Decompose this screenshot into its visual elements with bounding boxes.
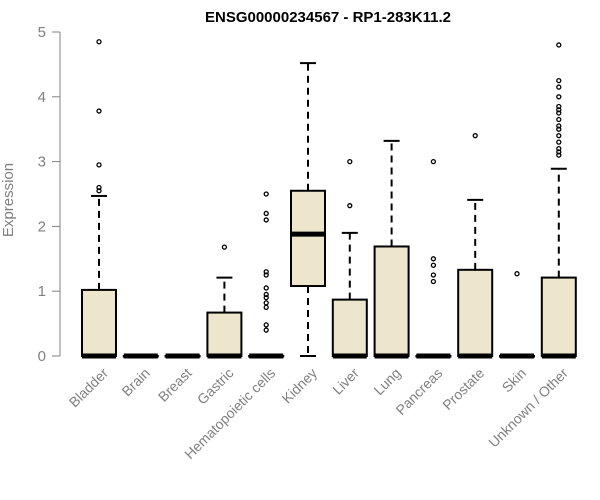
outlier-point bbox=[430, 262, 437, 268]
outlier-point bbox=[556, 145, 562, 152]
outlier-point bbox=[556, 110, 562, 116]
outlier-point bbox=[263, 295, 269, 301]
y-tick-label: 2 bbox=[38, 218, 46, 235]
y-axis: 0 1 2 3 4 5 bbox=[38, 24, 61, 365]
box-rect bbox=[206, 311, 243, 358]
box-2 bbox=[164, 353, 201, 359]
box-9 bbox=[457, 133, 494, 359]
y-tick-label: 4 bbox=[38, 89, 46, 106]
outlier-point bbox=[514, 271, 520, 277]
outlier-point bbox=[556, 126, 562, 132]
outlier-point bbox=[96, 188, 102, 194]
outlier-point bbox=[556, 116, 562, 123]
outlier-point bbox=[556, 84, 562, 90]
box-rect bbox=[540, 276, 577, 358]
box-rect bbox=[81, 288, 117, 357]
outlier-point bbox=[96, 162, 102, 168]
box-rect bbox=[457, 268, 494, 358]
x-tick-label: Prostate bbox=[439, 365, 487, 413]
box-1 bbox=[122, 353, 159, 359]
box-4 bbox=[248, 191, 285, 359]
outlier-point bbox=[263, 272, 269, 278]
box-10 bbox=[499, 271, 535, 359]
outlier-point bbox=[96, 108, 102, 114]
x-tick-label: Unknown / Other bbox=[485, 365, 571, 451]
x-tick-label: Bladder bbox=[66, 365, 112, 411]
outlier-point bbox=[556, 94, 562, 100]
outlier-point bbox=[556, 123, 562, 129]
outlier-point bbox=[556, 107, 562, 113]
outlier-point bbox=[263, 291, 269, 298]
box-rect bbox=[331, 298, 368, 357]
outlier-point bbox=[347, 203, 353, 209]
y-axis-label: Expression bbox=[0, 163, 17, 237]
boxes-layer bbox=[81, 39, 577, 359]
x-tick-label: Skin bbox=[499, 365, 530, 396]
y-tick-label: 3 bbox=[38, 154, 46, 171]
outlier-point bbox=[263, 327, 269, 333]
y-tick-label: 5 bbox=[38, 24, 46, 41]
box-0 bbox=[81, 39, 117, 359]
outlier-point bbox=[221, 244, 228, 250]
outlier-point bbox=[556, 152, 562, 158]
outlier-point bbox=[263, 269, 269, 275]
outlier-point bbox=[263, 304, 269, 311]
y-tick-label: 0 bbox=[38, 348, 46, 365]
box-7 bbox=[373, 139, 410, 359]
x-tick-label: Lung bbox=[370, 365, 403, 398]
box-11 bbox=[540, 42, 577, 359]
outlier-point bbox=[472, 133, 478, 139]
box-6 bbox=[331, 158, 368, 359]
outlier-point bbox=[263, 217, 269, 223]
y-tick-label: 1 bbox=[38, 283, 46, 300]
outlier-point bbox=[347, 158, 353, 165]
box-8 bbox=[415, 158, 452, 359]
outlier-point bbox=[96, 184, 102, 191]
outlier-point bbox=[430, 272, 437, 278]
outlier-point bbox=[556, 77, 562, 84]
outlier-point bbox=[556, 149, 562, 155]
chart-title: ENSG00000234567 - RP1-283K11.2 bbox=[205, 9, 451, 26]
x-tick-label: Breast bbox=[155, 365, 195, 405]
outlier-point bbox=[430, 158, 437, 165]
outlier-point bbox=[556, 42, 562, 48]
box-5 bbox=[290, 62, 326, 357]
outlier-point bbox=[263, 300, 269, 306]
outlier-point bbox=[263, 191, 269, 197]
outlier-point bbox=[96, 39, 102, 45]
outlier-point bbox=[263, 285, 269, 291]
outlier-point bbox=[263, 210, 269, 217]
x-tick-label: Kidney bbox=[279, 365, 321, 407]
outlier-point bbox=[430, 256, 437, 262]
box-rect bbox=[290, 189, 326, 288]
outlier-point bbox=[263, 322, 269, 328]
x-tick-label: Liver bbox=[329, 365, 362, 398]
outlier-point bbox=[556, 103, 562, 110]
box-3 bbox=[206, 244, 243, 359]
outlier-point bbox=[556, 133, 562, 139]
outlier-point bbox=[430, 278, 437, 285]
x-tick-label: Brain bbox=[118, 365, 152, 399]
outlier-point bbox=[556, 139, 562, 145]
box-rect bbox=[373, 245, 410, 358]
